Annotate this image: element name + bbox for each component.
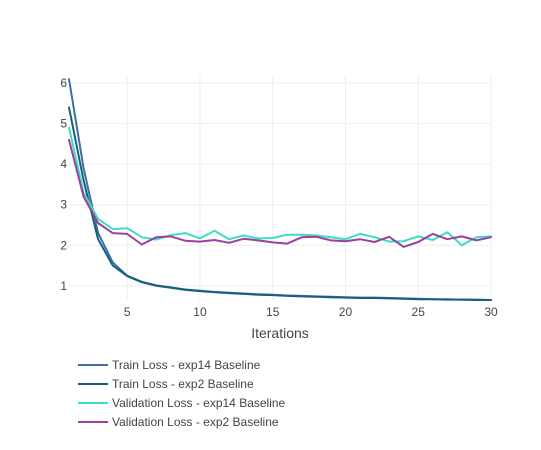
axes: Iterations 1 2 3 4 5 6 5 10 15 20 25 30 xyxy=(60,76,498,341)
legend-item: Train Loss - exp2 Baseline xyxy=(78,377,254,391)
y-tick-label: 1 xyxy=(60,279,67,293)
y-tick-label: 3 xyxy=(60,198,67,212)
legend-label: Validation Loss - exp2 Baseline xyxy=(112,415,279,429)
x-tick-label: 5 xyxy=(124,305,131,319)
legend-item: Validation Loss - exp2 Baseline xyxy=(78,415,279,429)
legend: Train Loss - exp14 Baseline Train Loss - … xyxy=(78,358,286,429)
series-line-4 xyxy=(68,138,492,248)
series-lines xyxy=(68,78,492,301)
x-tick-label: 25 xyxy=(412,305,426,319)
legend-label: Train Loss - exp2 Baseline xyxy=(112,377,254,391)
x-tick-label: 15 xyxy=(266,305,280,319)
x-tick-label: 10 xyxy=(193,305,207,319)
grid xyxy=(69,75,492,300)
x-tick-label: 30 xyxy=(484,305,498,319)
legend-label: Train Loss - exp14 Baseline xyxy=(112,358,261,372)
series-line-2 xyxy=(68,106,492,301)
y-tick-label: 4 xyxy=(60,157,67,171)
x-axis-title: Iterations xyxy=(251,325,309,341)
x-tick-label: 20 xyxy=(339,305,353,319)
legend-item: Train Loss - exp14 Baseline xyxy=(78,358,261,372)
series-line-3 xyxy=(68,126,492,247)
y-tick-label: 5 xyxy=(60,117,67,131)
y-tick-label: 6 xyxy=(60,76,67,90)
y-tick-label: 2 xyxy=(60,238,67,252)
legend-item: Validation Loss - exp14 Baseline xyxy=(78,396,286,410)
series-line-1 xyxy=(68,78,492,301)
legend-label: Validation Loss - exp14 Baseline xyxy=(112,396,286,410)
